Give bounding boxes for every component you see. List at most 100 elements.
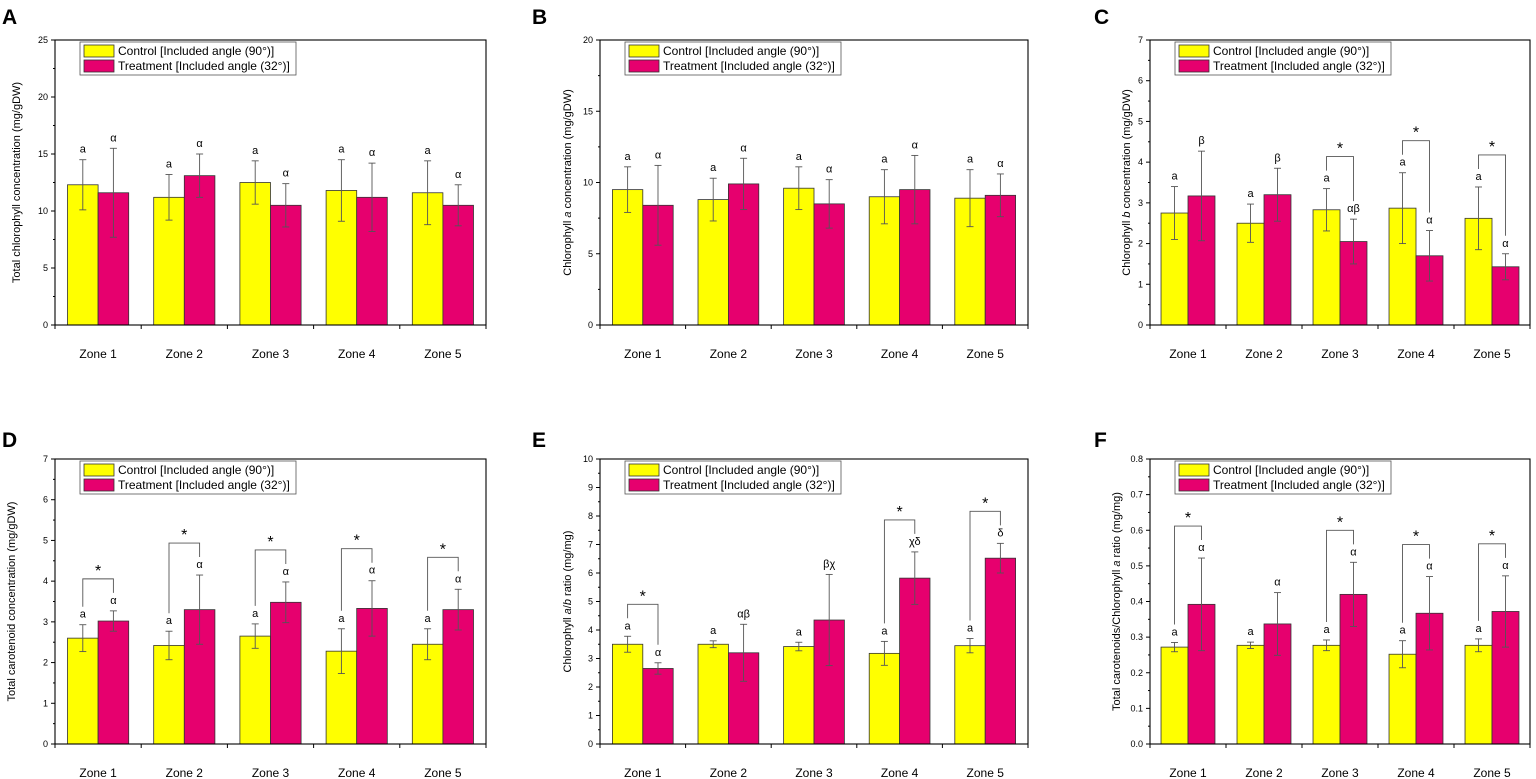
panel-letter: A xyxy=(2,6,17,29)
x-tick-label: Zone 1 xyxy=(624,766,662,779)
significance-label: α xyxy=(655,149,662,161)
x-tick-label: Zone 2 xyxy=(166,347,204,361)
legend-box xyxy=(624,41,842,76)
y-tick-label: 3 xyxy=(43,617,48,627)
significance-label: α xyxy=(110,132,117,144)
significance-label: a xyxy=(1323,173,1330,185)
bar-treatment-2 xyxy=(183,175,216,326)
y-tick-label: 6 xyxy=(43,495,48,505)
bar-control-3 xyxy=(783,646,815,745)
y-tick-label: 5 xyxy=(43,263,48,273)
y-tick-label: 10 xyxy=(583,178,593,188)
panel-letter: C xyxy=(1094,6,1109,29)
significance-label: a xyxy=(80,144,87,156)
legend-box xyxy=(1174,460,1392,495)
significance-label: α xyxy=(1274,577,1281,589)
significance-label: α xyxy=(196,138,203,150)
y-tick-label: 5 xyxy=(588,249,593,259)
legend-label-treatment: Treatment [Included angle (32°)] xyxy=(663,478,835,492)
y-tick-label: 7 xyxy=(43,454,48,464)
significance-label: a xyxy=(1171,626,1178,638)
y-tick-label: 3 xyxy=(588,654,593,664)
bar-treatment-1 xyxy=(642,668,674,745)
significance-label: a xyxy=(1247,626,1254,638)
y-axis-label: Chlorophyll b concentration (mg/gDW) xyxy=(1121,89,1133,275)
significance-label: α xyxy=(655,647,662,659)
y-tick-label: 0 xyxy=(43,739,48,749)
y-tick-label: 6 xyxy=(1138,76,1143,86)
x-tick-label: Zone 2 xyxy=(1245,347,1283,361)
legend: Control [Included angle (90°)]Treatment … xyxy=(1174,460,1392,495)
y-tick-label: 0 xyxy=(1138,320,1143,330)
panel-letter: D xyxy=(2,429,17,452)
x-tick-label: Zone 1 xyxy=(1169,347,1207,361)
significance-bracket xyxy=(1402,544,1430,623)
significance-label: a xyxy=(625,151,632,163)
legend-swatch-control xyxy=(628,44,660,58)
legend-label-control: Control [Included angle (90°)] xyxy=(663,44,819,58)
significance-label: δ xyxy=(997,527,1003,539)
significance-star: * xyxy=(181,527,187,544)
significance-bracket xyxy=(340,548,373,611)
y-tick-label: 4 xyxy=(588,625,593,635)
bar-treatment-1 xyxy=(97,620,130,745)
x-tick-label: Zone 5 xyxy=(967,766,1005,779)
significance-star: * xyxy=(640,588,646,605)
significance-label: χδ xyxy=(909,536,921,548)
legend-box xyxy=(79,41,297,76)
bar-control-1 xyxy=(1160,646,1189,745)
y-tick-label: 4 xyxy=(1138,157,1143,167)
significance-bracket xyxy=(168,542,201,614)
significance-label: α xyxy=(110,595,117,607)
y-tick-label: 3 xyxy=(1138,198,1143,208)
legend-swatch-control xyxy=(1178,44,1210,58)
significance-label: α xyxy=(369,147,376,159)
bar-control-1 xyxy=(67,637,99,745)
x-tick-label: Zone 1 xyxy=(624,347,662,361)
legend-swatch-control xyxy=(83,44,115,58)
x-tick-label: Zone 5 xyxy=(424,347,462,361)
legend-label-treatment: Treatment [Included angle (32°)] xyxy=(118,478,290,492)
legend-swatch-treatment xyxy=(83,478,115,492)
significance-label: a xyxy=(1323,624,1330,636)
bar-treatment-3 xyxy=(1339,593,1368,745)
significance-star: * xyxy=(1489,528,1495,545)
significance-label: a xyxy=(796,626,803,638)
y-tick-label: 7 xyxy=(1138,35,1143,45)
y-tick-label: 0 xyxy=(588,739,593,749)
significance-star: * xyxy=(354,533,360,550)
significance-label: a xyxy=(710,625,717,637)
legend-label-treatment: Treatment [Included angle (32°)] xyxy=(663,59,835,73)
bar-control-2 xyxy=(1236,644,1265,745)
bar-treatment-4 xyxy=(899,577,931,745)
bar-control-2 xyxy=(697,643,729,745)
y-tick-label: 2 xyxy=(1138,239,1143,249)
significance-star: * xyxy=(1337,141,1343,158)
x-tick-label: Zone 3 xyxy=(1321,766,1359,779)
y-tick-label: 20 xyxy=(583,35,593,45)
plot-frame xyxy=(599,39,1029,326)
significance-label: α xyxy=(196,559,203,571)
y-tick-label: 10 xyxy=(583,454,593,464)
y-tick-label: 0.8 xyxy=(1130,454,1143,464)
significance-label: α xyxy=(997,158,1004,170)
x-tick-label: Zone 2 xyxy=(710,347,748,361)
y-tick-label: 0.2 xyxy=(1130,668,1143,678)
significance-label: a xyxy=(252,145,259,157)
x-tick-label: Zone 4 xyxy=(338,766,376,779)
significance-label: α xyxy=(369,565,376,577)
legend: Control [Included angle (90°)]Treatment … xyxy=(79,41,297,76)
bar-control-1 xyxy=(612,643,644,745)
legend-label-control: Control [Included angle (90°)] xyxy=(1213,463,1369,477)
significance-star: * xyxy=(1413,529,1419,546)
y-axis-label: Total chlorophyll concentration (mg/gDW) xyxy=(11,82,23,283)
y-tick-label: 15 xyxy=(38,149,48,159)
x-tick-label: Zone 4 xyxy=(881,766,919,779)
significance-bracket xyxy=(1402,140,1430,213)
significance-label: α xyxy=(283,566,290,578)
significance-label: α xyxy=(1350,546,1357,558)
legend-box xyxy=(1174,41,1392,76)
significance-bracket xyxy=(627,603,659,645)
legend-label-control: Control [Included angle (90°)] xyxy=(118,463,274,477)
